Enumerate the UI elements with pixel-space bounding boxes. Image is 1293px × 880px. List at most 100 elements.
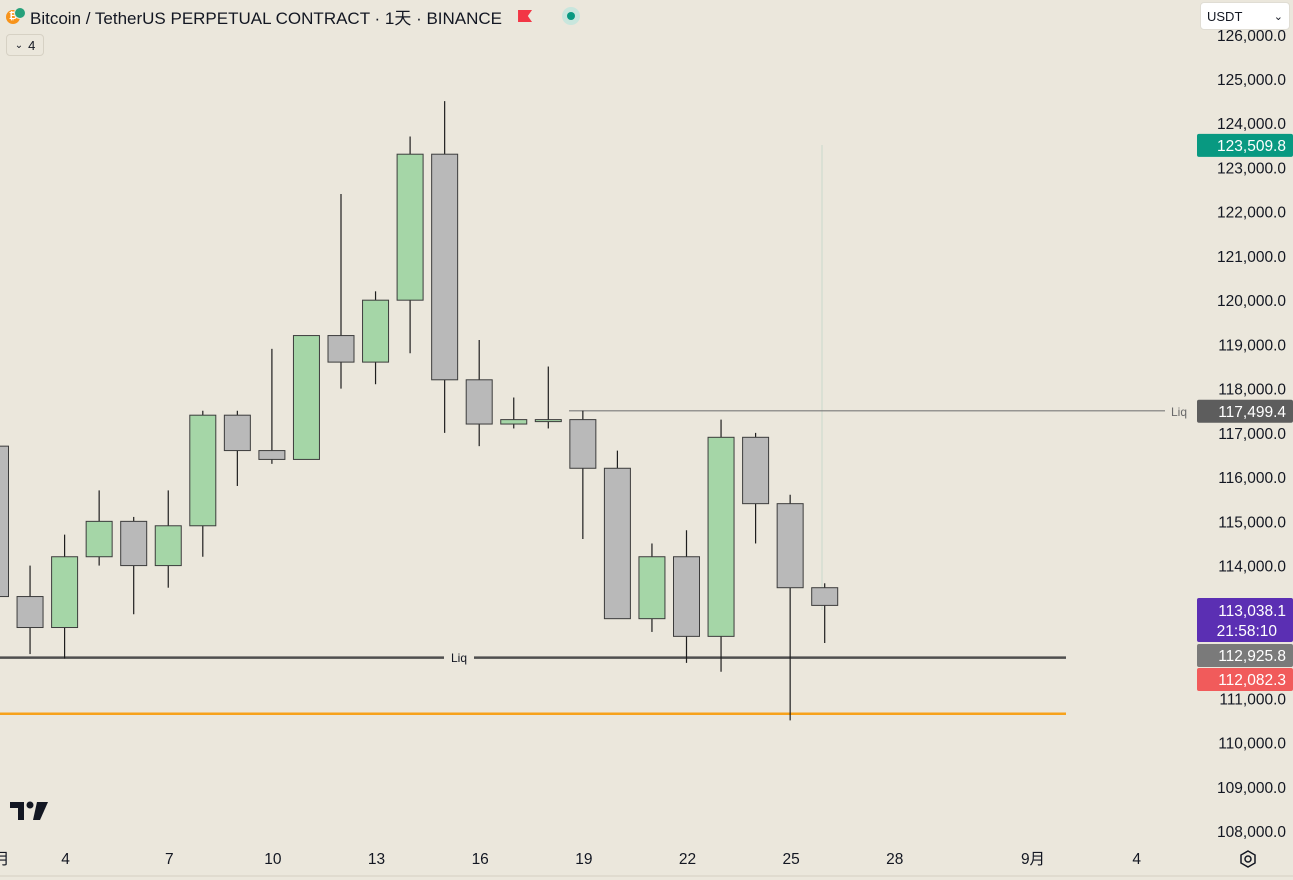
x-tick-label: 7 xyxy=(165,851,174,868)
x-tick-label: 28 xyxy=(886,851,903,868)
liq-label-bg xyxy=(444,649,474,666)
candle-body xyxy=(603,467,631,620)
tag-112925 xyxy=(1197,644,1293,667)
y-tick-label: 122,000.0 xyxy=(1217,205,1286,222)
candle-body xyxy=(223,414,251,452)
candle-body xyxy=(362,299,390,363)
candle-body xyxy=(638,556,666,620)
candle xyxy=(154,490,182,588)
candle-body xyxy=(327,335,355,363)
candle xyxy=(362,291,390,385)
candle xyxy=(292,335,320,460)
y-tick-label: 108,000.0 xyxy=(1217,824,1286,841)
indicator-count: 4 xyxy=(28,37,36,53)
y-tick-label: 119,000.0 xyxy=(1218,337,1286,354)
settings-icon[interactable] xyxy=(1237,848,1259,870)
countdown-label: 21:58:10 xyxy=(1217,623,1278,640)
bitcoin-tether-icon: ₿ xyxy=(6,7,26,25)
candle xyxy=(603,450,631,620)
x-tick-label: 10 xyxy=(264,851,282,868)
y-tick-label: 125,000.0 xyxy=(1217,72,1286,89)
candle xyxy=(569,410,597,540)
candle-body xyxy=(189,414,217,527)
y-tick-label: 109,000.0 xyxy=(1217,780,1286,797)
y-tick-label: 126,000.0 xyxy=(1217,28,1286,45)
tradingview-logo[interactable] xyxy=(10,800,50,827)
y-tick-label: 118,000.0 xyxy=(1218,382,1286,399)
x-tick-label: 4 xyxy=(61,851,70,868)
symbol-title[interactable]: Bitcoin / TetherUS PERPETUAL CONTRACT · … xyxy=(30,8,503,28)
x-tick-label: 9月 xyxy=(1021,851,1045,868)
tag-last-price xyxy=(1197,598,1293,642)
candle xyxy=(223,410,251,486)
candle xyxy=(51,534,79,659)
y-tick-label: 124,000.0 xyxy=(1217,116,1286,133)
liq-label: Liq xyxy=(451,651,467,665)
candle-body xyxy=(707,436,735,637)
candle-body xyxy=(534,419,562,423)
candle-body xyxy=(51,556,79,629)
candle xyxy=(534,366,562,429)
candle xyxy=(638,543,666,632)
candle xyxy=(16,565,44,655)
candle xyxy=(707,419,735,672)
candle xyxy=(673,530,700,663)
candle xyxy=(189,410,217,557)
flag-icon[interactable] xyxy=(518,10,533,22)
candle-body xyxy=(16,596,44,629)
candle xyxy=(0,445,9,598)
market-status-icon[interactable] xyxy=(562,7,581,25)
x-tick-label: 25 xyxy=(783,851,800,868)
candle-body xyxy=(0,445,9,598)
candle-body xyxy=(569,419,597,469)
x-tick-label-edge: 月 xyxy=(0,851,10,868)
candle xyxy=(431,101,459,433)
candle-body xyxy=(120,520,148,567)
candle-body xyxy=(673,556,700,637)
candle-body xyxy=(258,450,286,460)
candle xyxy=(258,348,286,464)
y-tick-label: 123,000.0 xyxy=(1217,160,1286,177)
candle-body xyxy=(396,153,424,301)
currency-select[interactable]: USDT ⌄ xyxy=(1200,2,1290,30)
x-tick-label: 19 xyxy=(575,851,592,868)
candle-body xyxy=(292,335,320,460)
candle xyxy=(327,194,355,389)
candle xyxy=(776,494,804,721)
candle xyxy=(742,432,770,544)
x-tick-label: 22 xyxy=(679,851,696,868)
candle xyxy=(811,583,839,643)
indicators-toggle[interactable]: ⌄ 4 xyxy=(6,34,44,56)
y-tick-label: 121,000.0 xyxy=(1217,249,1286,266)
y-tick-label: 115,000.0 xyxy=(1218,514,1286,531)
price-tag-label: 117,499.4 xyxy=(1218,404,1286,421)
candle-body xyxy=(154,525,182,567)
chevron-down-icon: ⌄ xyxy=(14,39,24,51)
symbol-header: ₿ Bitcoin / TetherUS PERPETUAL CONTRACT … xyxy=(6,4,581,28)
chevron-down-icon: ⌄ xyxy=(1273,10,1283,23)
price-tag-label: 112,925.8 xyxy=(1218,648,1286,665)
candle-body xyxy=(431,153,459,381)
x-tick-label: 4 xyxy=(1132,851,1141,868)
liq-side-label: Liq xyxy=(1171,405,1187,419)
last-price-label: 113,038.1 xyxy=(1218,603,1286,620)
candle xyxy=(120,516,148,615)
y-tick-label: 114,000.0 xyxy=(1218,559,1286,576)
candle-body xyxy=(776,503,804,589)
price-tag-label: 123,509.8 xyxy=(1217,138,1286,155)
x-tick-label: 13 xyxy=(368,851,385,868)
candle-body xyxy=(500,419,528,425)
candle xyxy=(396,136,424,354)
y-tick-label: 110,000.0 xyxy=(1218,736,1286,753)
candle xyxy=(500,397,528,429)
y-tick-label: 120,000.0 xyxy=(1217,293,1286,310)
candle-body xyxy=(811,587,839,606)
y-tick-label: 111,000.0 xyxy=(1219,691,1286,708)
candle xyxy=(85,490,113,566)
y-tick-label: 117,000.0 xyxy=(1218,426,1286,443)
tag-112082 xyxy=(1197,668,1293,691)
candle-body xyxy=(742,436,770,505)
candle-body xyxy=(465,379,493,425)
candle-body xyxy=(85,520,113,558)
